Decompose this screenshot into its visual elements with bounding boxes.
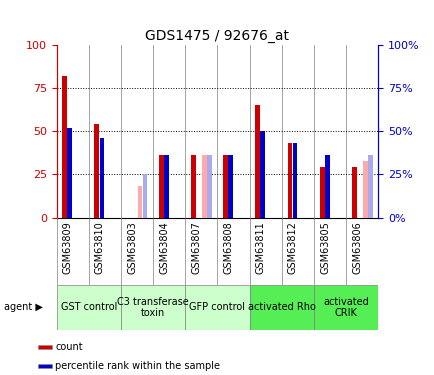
Bar (324, 155, 329, 218)
Bar (228, 155, 233, 218)
Bar (164, 155, 168, 218)
Bar (185, 285, 249, 330)
Bar (191, 155, 195, 218)
Bar (223, 155, 227, 218)
Text: GSM63803: GSM63803 (127, 221, 137, 274)
Bar (142, 174, 147, 217)
Bar (319, 168, 324, 217)
Bar (351, 168, 356, 217)
Title: GDS1475 / 92676_at: GDS1475 / 92676_at (145, 28, 289, 43)
Text: GSM63807: GSM63807 (191, 221, 201, 274)
Text: activated Rho: activated Rho (247, 303, 315, 312)
Text: agent ▶: agent ▶ (4, 303, 43, 312)
Bar (260, 131, 265, 218)
Text: percentile rank within the sample: percentile rank within the sample (55, 361, 220, 370)
Bar (249, 285, 313, 330)
Bar (38, 345, 52, 349)
Bar (137, 186, 142, 218)
Text: GST control: GST control (60, 303, 117, 312)
Bar (313, 285, 378, 330)
Bar (292, 143, 297, 218)
Bar (201, 155, 206, 218)
Text: GSM63809: GSM63809 (62, 221, 72, 274)
Bar (38, 364, 52, 368)
Text: GFP control: GFP control (189, 303, 245, 312)
Text: GSM63806: GSM63806 (352, 221, 362, 274)
Text: GSM63808: GSM63808 (223, 221, 233, 274)
Text: GSM63805: GSM63805 (319, 221, 329, 274)
Bar (367, 155, 372, 218)
Bar (255, 105, 260, 218)
Bar (158, 155, 163, 218)
Text: count: count (55, 342, 83, 352)
Bar (56, 285, 121, 330)
Bar (207, 155, 211, 218)
Bar (362, 160, 367, 218)
Bar (67, 128, 72, 218)
Bar (287, 143, 292, 218)
Text: GSM63810: GSM63810 (95, 221, 105, 274)
Bar (94, 124, 99, 217)
Text: C3 transferase
toxin: C3 transferase toxin (117, 297, 188, 318)
Text: GSM63804: GSM63804 (159, 221, 169, 274)
Bar (62, 76, 67, 217)
Text: activated
CRIK: activated CRIK (322, 297, 368, 318)
Text: GSM63812: GSM63812 (287, 221, 297, 274)
Text: GSM63811: GSM63811 (255, 221, 265, 274)
Bar (121, 285, 185, 330)
Bar (99, 138, 104, 218)
